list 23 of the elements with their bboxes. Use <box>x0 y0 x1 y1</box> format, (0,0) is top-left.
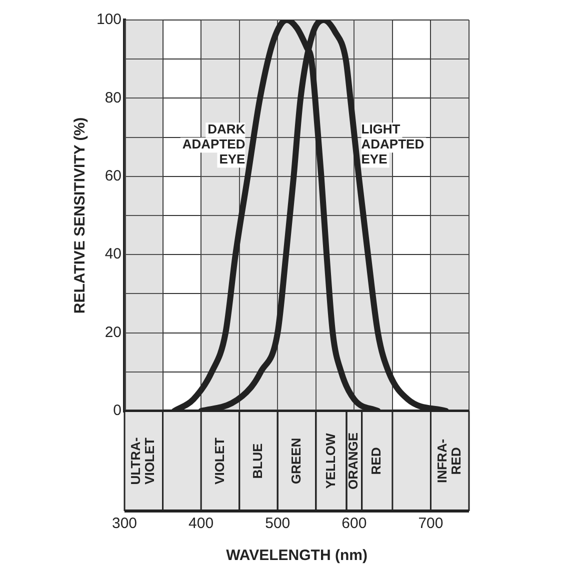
y-tick-label: 40 <box>104 246 122 263</box>
y-tick-label: 60 <box>104 168 122 185</box>
series-label: DARK ADAPTED EYE <box>182 122 246 167</box>
band-label: YELLOW <box>322 432 338 489</box>
x-tick-label: 600 <box>342 515 367 532</box>
x-tick-label: 400 <box>188 515 214 532</box>
y-tick-label: 0 <box>113 402 122 420</box>
x-tick-label: 500 <box>265 515 290 532</box>
band-label: GREEN <box>288 438 304 484</box>
y-tick-label: 20 <box>104 324 122 341</box>
band-label: RED <box>368 447 384 475</box>
x-axis-title: WAVELENGTH (nm) <box>226 547 368 564</box>
x-tick-label: 700 <box>418 515 444 532</box>
band-label: INFRA-RED <box>434 438 464 484</box>
band-label: ULTRA-VIOLET <box>128 437 158 485</box>
band-label: BLUE <box>250 442 266 479</box>
y-axis-title: RELATIVE SENSITIVITY (%) <box>72 117 89 314</box>
y-tick-label: 100 <box>96 11 122 28</box>
x-tick-label: 300 <box>112 515 138 532</box>
band-label: VIOLET <box>212 437 227 484</box>
y-tick-label: 80 <box>104 89 122 106</box>
series-label: LIGHT ADAPTED EYE <box>361 122 424 167</box>
band-label: ORANGE <box>346 432 361 490</box>
